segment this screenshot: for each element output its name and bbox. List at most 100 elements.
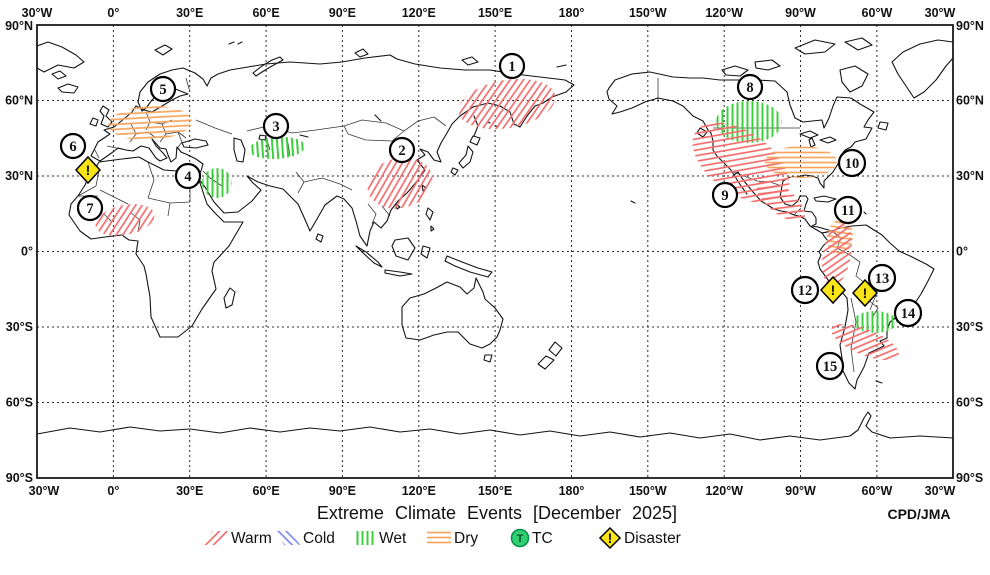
event-region-warm-west-africa	[95, 204, 155, 236]
axis-tick-label: 0°	[21, 245, 33, 259]
axis-tick-label: 90°W	[785, 484, 816, 498]
event-marker-13: 13	[867, 263, 897, 293]
event-marker-number: 11	[841, 203, 855, 219]
event-marker-5: 5	[149, 75, 177, 103]
event-region-dry-eastern-us	[765, 146, 837, 178]
event-region-warm-siberia	[458, 78, 556, 130]
event-markers: 1 2 3 4 5 6 7 8 9 10 11 12 13 14 15	[59, 52, 923, 381]
axis-tick-label: 30°S	[956, 320, 983, 334]
legend-tc-label: TC	[532, 530, 553, 547]
coastline-australia	[401, 277, 504, 349]
legend-disaster-label: Disaster	[624, 530, 681, 547]
axis-tick-label: 150°W	[629, 484, 667, 498]
event-region-warm-argentina	[831, 323, 899, 361]
event-marker-number: 10	[845, 156, 860, 172]
axis-tick-label: 150°E	[478, 6, 512, 20]
event-marker-8: 8	[736, 73, 764, 101]
event-marker-15: 15	[815, 351, 845, 381]
event-region-wet-middle-east	[202, 168, 232, 198]
axis-tick-label: 90°N	[5, 19, 33, 33]
coastline-greenland-left	[37, 41, 85, 80]
legend-item-tc: T TC	[510, 528, 553, 548]
axis-tick-label: 90°E	[329, 484, 356, 498]
disaster-diamond-icon	[819, 275, 847, 305]
axis-tick-label: 180°	[559, 484, 585, 498]
event-marker-7: 7	[76, 194, 104, 222]
coastline-greenland-right	[891, 39, 953, 99]
event-marker-number: 15	[823, 359, 838, 375]
disaster-exclamation: !	[863, 285, 868, 301]
event-marker-9: 9	[711, 181, 739, 209]
credit-label: CPD/JMA	[887, 506, 950, 522]
axis-labels-right: 90°N 60°N 30°N 0° 30°S 60°S 90°S	[956, 19, 984, 485]
axis-tick-label: 30°W	[925, 484, 956, 498]
event-regions	[95, 78, 899, 361]
wet-hatch-icon	[354, 531, 376, 545]
event-region-wet-central-asia	[249, 136, 305, 160]
disaster-exclamation: !	[608, 530, 613, 546]
legend-item-dry: Dry	[427, 530, 478, 547]
axis-tick-label: 30°N	[956, 169, 984, 183]
event-marker-number: 2	[398, 143, 405, 159]
event-marker-number: 12	[798, 283, 813, 299]
event-marker-2: 2	[388, 136, 416, 164]
cold-hatch-icon	[276, 531, 300, 545]
axis-tick-label: 30°E	[176, 6, 203, 20]
axis-tick-label: 30°W	[22, 6, 53, 20]
legend-dry-label: Dry	[454, 530, 478, 547]
event-region-warm-andes	[822, 221, 852, 287]
axis-tick-label: 120°W	[705, 6, 743, 20]
axis-tick-label: 90°W	[785, 6, 816, 20]
axis-tick-label: 30°E	[176, 484, 203, 498]
legend-item-wet: Wet	[354, 530, 407, 547]
axis-labels-bottom: 30°W 0° 30°E 60°E 90°E 120°E 150°E 180° …	[29, 484, 956, 498]
event-marker-number: 9	[721, 188, 728, 204]
event-region-wet-southeast-south-america	[853, 311, 897, 333]
axis-tick-label: 60°E	[252, 484, 279, 498]
axis-tick-label: 180°	[559, 6, 585, 20]
axis-tick-label: 30°N	[5, 169, 33, 183]
axis-tick-label: 60°N	[956, 94, 984, 108]
axis-tick-label: 30°W	[925, 6, 956, 20]
axis-tick-label: 60°S	[6, 396, 33, 410]
axis-tick-label: 0°	[107, 6, 119, 20]
legend-item-cold: Cold	[276, 530, 335, 547]
axis-tick-label: 120°W	[705, 484, 743, 498]
axis-tick-label: 90°S	[956, 471, 983, 485]
axis-tick-label: 150°E	[478, 484, 512, 498]
axis-tick-label: 30°S	[6, 320, 33, 334]
disaster-exclamation: !	[86, 162, 91, 178]
event-region-warm-mexico	[756, 180, 806, 222]
coastline-arctic-islands	[154, 37, 873, 93]
legend: Warm Cold Wet Dry T TC ! Disaster	[204, 526, 681, 550]
event-marker-number: 1	[508, 59, 515, 75]
axis-tick-label: 30°W	[29, 484, 60, 498]
coastline-antarctica	[37, 411, 953, 441]
disaster-diamond-icon	[598, 526, 622, 550]
event-marker-4: 4	[174, 162, 202, 190]
dry-hatch-icon	[427, 531, 451, 545]
axis-tick-label: 120°E	[402, 484, 436, 498]
coastline-eurasia	[90, 54, 575, 247]
event-marker-11: 11	[833, 195, 863, 225]
event-region-dry-europe	[108, 105, 192, 141]
disaster-diamond-icon	[74, 155, 102, 185]
axis-tick-label: 0°	[956, 245, 968, 259]
event-marker-number: 5	[159, 82, 166, 98]
disaster-mark-morocco: !	[74, 155, 102, 185]
axis-tick-label: 150°W	[629, 6, 667, 20]
event-marker-number: 3	[272, 119, 279, 135]
axis-tick-label: 0°	[107, 484, 119, 498]
axis-labels-left: 90°N 60°N 30°N 0° 30°S 60°S 90°S	[5, 19, 33, 485]
legend-item-disaster: ! Disaster	[598, 526, 681, 550]
event-marker-12: 12	[790, 275, 820, 305]
event-marker-number: 7	[86, 201, 93, 217]
disaster-exclamation: !	[831, 282, 836, 298]
event-marker-number: 8	[746, 80, 753, 96]
map-frame	[36, 24, 954, 479]
legend-wet-label: Wet	[379, 530, 407, 547]
axis-tick-label: 60°S	[956, 396, 983, 410]
event-marker-number: 6	[69, 139, 76, 155]
legend-cold-label: Cold	[303, 530, 335, 547]
